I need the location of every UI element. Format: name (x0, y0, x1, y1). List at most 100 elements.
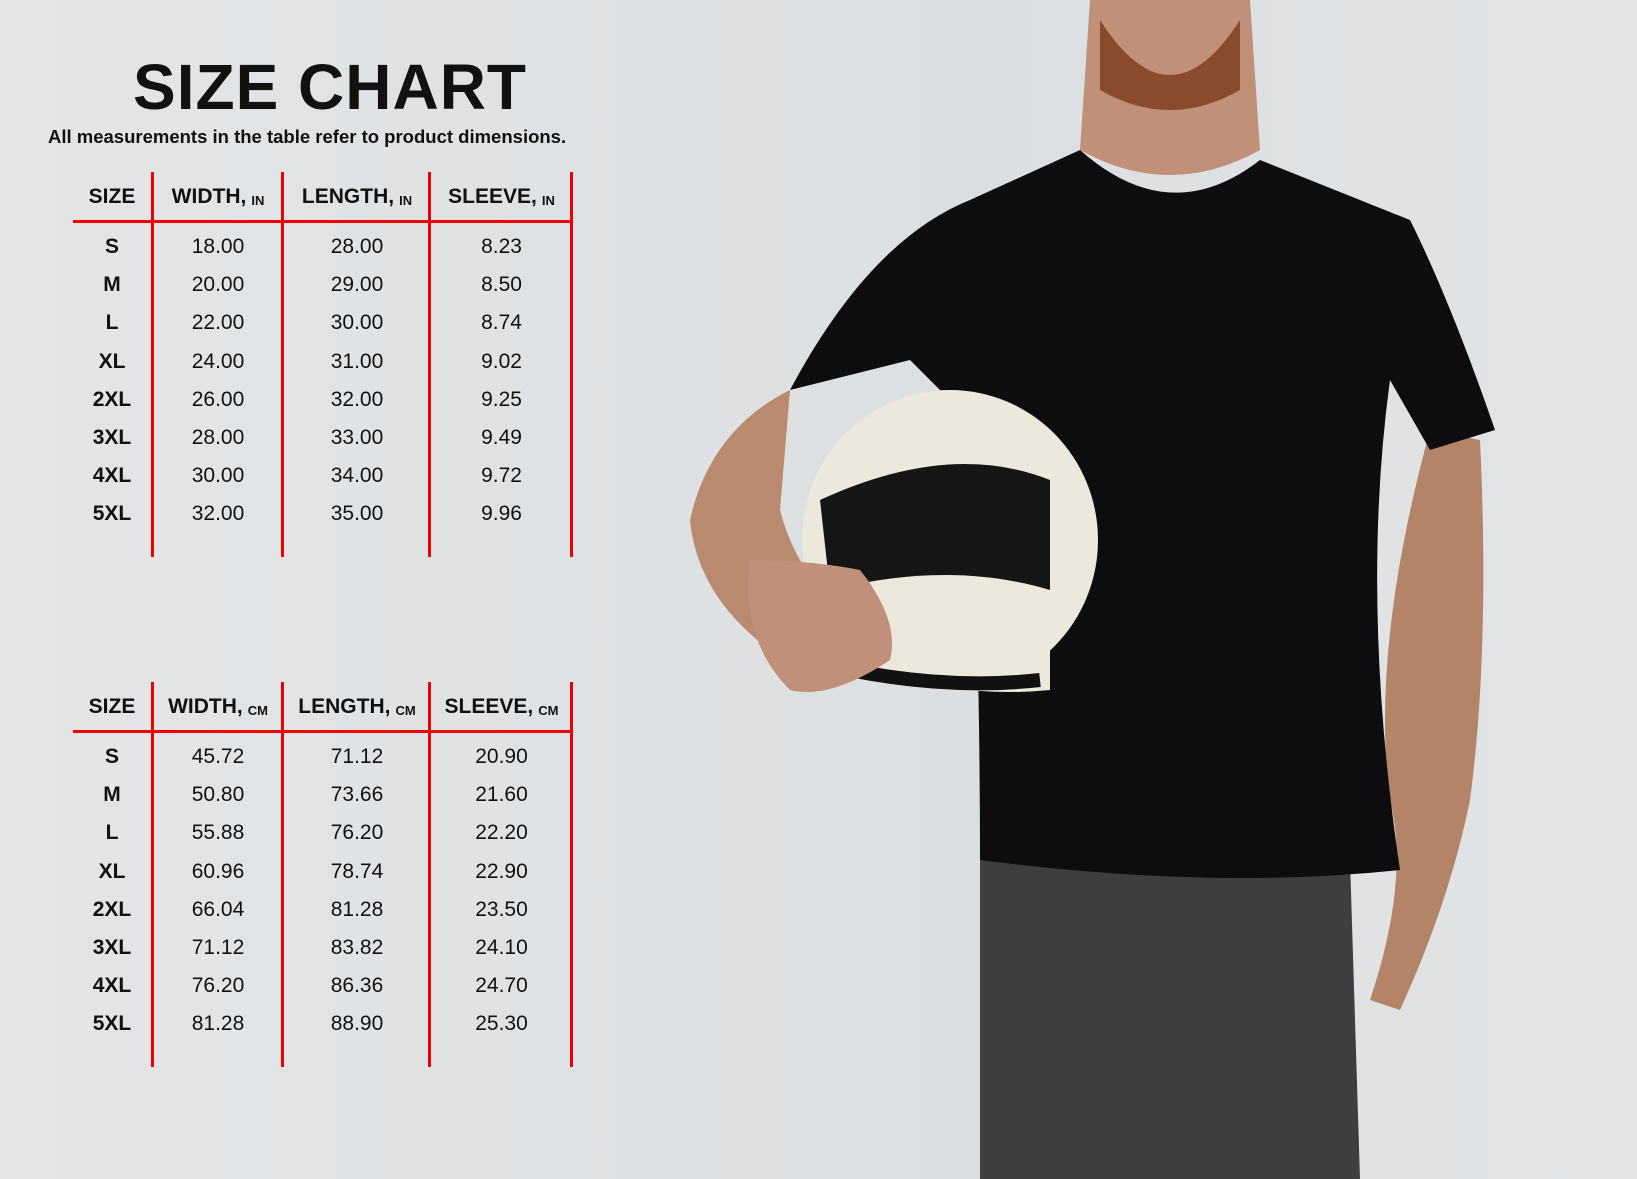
column-header: LENGTH, IN (284, 172, 430, 222)
measurement-cell: 20.00 (191, 273, 245, 297)
measurement-cell: 50.80 (191, 783, 245, 807)
unit-label: CM (538, 702, 559, 718)
measurement-cell: 34.00 (330, 464, 384, 488)
measurement-cell: 22.20 (475, 821, 528, 845)
measurement-cell: 9.72 (481, 464, 522, 488)
measurement-cell: 88.90 (330, 1012, 384, 1036)
column-divider (570, 682, 573, 1067)
measurement-cell: 86.36 (330, 974, 384, 998)
column-header: WIDTH, CM (153, 682, 283, 732)
size-table-centimeters: SIZE WIDTH, CM LENGTH, CM SLEEVE, CM S 45.72 71.1… (73, 682, 573, 1067)
size-label: XL (98, 349, 126, 373)
size-label: XL (98, 859, 126, 883)
measurement-cell: 26.00 (191, 387, 245, 411)
column-header: SIZE (73, 172, 151, 222)
measurement-cell: 55.88 (191, 821, 245, 845)
model-photo (690, 0, 1495, 1179)
measurement-cell: 35.00 (330, 502, 384, 526)
measurement-cell: 24.10 (475, 936, 528, 959)
measurement-cell: 81.28 (191, 1012, 245, 1036)
measurement-cell: 23.50 (475, 897, 528, 921)
size-label: 4XL (92, 464, 132, 488)
measurement-cell: 81.28 (330, 897, 384, 921)
column-divider (570, 172, 573, 557)
column-header: SLEEVE, IN (430, 172, 573, 222)
column-divider (281, 172, 284, 557)
header-label: LENGTH, (298, 695, 391, 718)
header-divider (73, 730, 573, 733)
unit-label: IN (399, 192, 413, 208)
measurement-cell: 71.12 (191, 936, 245, 959)
header-label: SIZE (88, 185, 136, 208)
measurement-cell: 28.00 (330, 235, 384, 258)
measurement-cell: 8.74 (481, 311, 522, 335)
size-label: 3XL (92, 426, 132, 449)
column-header: WIDTH, IN (153, 172, 283, 222)
size-label: 5XL (92, 1012, 132, 1036)
header-label: SLEEVE, (444, 695, 534, 718)
measurement-cell: 9.25 (481, 387, 522, 411)
measurement-cell: 30.00 (191, 464, 245, 488)
measurement-cell: 18.00 (191, 235, 245, 258)
measurement-cell: 31.00 (330, 349, 384, 373)
measurement-cell: 32.00 (191, 502, 245, 526)
page-title: SIZE CHART (133, 51, 527, 123)
column-header: SIZE (73, 682, 151, 732)
measurement-cell: 60.96 (191, 859, 245, 883)
measurement-cell: 21.60 (475, 783, 528, 807)
header-label: WIDTH, (171, 185, 247, 208)
column-divider (428, 682, 431, 1067)
measurement-cell: 9.96 (481, 502, 522, 526)
header-label: LENGTH, (301, 185, 395, 208)
unit-label: CM (247, 702, 268, 718)
measurement-cell: 45.72 (191, 745, 245, 768)
header-divider (73, 220, 573, 223)
measurement-cell: 24.00 (191, 349, 245, 373)
measurement-cell: 30.00 (330, 311, 384, 335)
size-label: L (105, 821, 119, 845)
unit-label: CM (395, 702, 416, 718)
measurement-cell: 28.00 (191, 426, 245, 449)
measurement-cell: 76.20 (191, 974, 245, 998)
size-table-inches: SIZE WIDTH, IN LENGTH, IN SLEEVE, IN S 18.00 28.0… (73, 172, 573, 557)
header-label: WIDTH, (168, 695, 243, 718)
measurement-cell: 32.00 (330, 387, 384, 411)
measurement-cell: 25.30 (475, 1012, 528, 1036)
header-label: SLEEVE, (448, 185, 537, 208)
measurement-cell: 22.00 (191, 311, 245, 335)
measurement-cell: 33.00 (330, 426, 384, 449)
measurement-cell: 29.00 (330, 273, 384, 297)
size-label: S (104, 235, 119, 258)
size-label: 4XL (92, 974, 132, 998)
column-divider (151, 172, 154, 557)
measurement-cell: 9.49 (481, 426, 522, 449)
size-label: M (103, 783, 121, 807)
measurement-cell: 83.82 (330, 936, 384, 959)
size-label: 3XL (92, 936, 132, 959)
measurement-cell: 24.70 (475, 974, 528, 998)
column-divider (281, 682, 284, 1067)
measurement-cell: 8.23 (481, 235, 522, 258)
header-label: SIZE (88, 695, 136, 718)
subtitle: All measurements in the table refer to p… (48, 126, 567, 147)
unit-label: IN (541, 192, 555, 208)
size-label: M (103, 273, 121, 297)
measurement-cell: 76.20 (330, 821, 384, 845)
column-divider (428, 172, 431, 557)
column-header: LENGTH, CM (284, 682, 430, 732)
size-label: 2XL (92, 897, 132, 921)
measurement-cell: 78.74 (330, 859, 384, 883)
column-divider (151, 682, 154, 1067)
measurement-cell: 20.90 (475, 745, 528, 768)
size-label: L (105, 311, 119, 335)
size-label: S (104, 745, 119, 768)
size-label: 5XL (92, 502, 132, 526)
size-label: 2XL (92, 387, 132, 411)
measurement-cell: 22.90 (475, 859, 528, 883)
measurement-cell: 73.66 (330, 783, 384, 807)
unit-label: IN (251, 192, 265, 208)
measurement-cell: 71.12 (330, 745, 384, 768)
measurement-cell: 9.02 (481, 349, 522, 373)
column-header: SLEEVE, CM (430, 682, 573, 732)
measurement-cell: 8.50 (481, 273, 522, 297)
